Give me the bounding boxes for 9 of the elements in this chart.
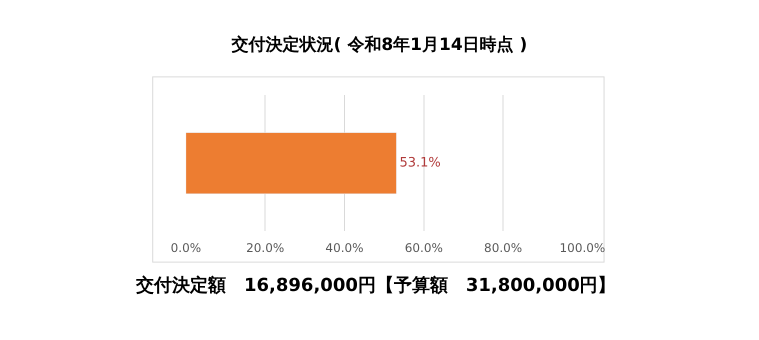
- x-tick-label: 0.0%: [170, 241, 202, 256]
- text: 交付決定額 16,896,000円【予算額 31,800,000円】: [135, 275, 616, 296]
- chart-title: 交付決定状況( 令和8年1月14日時点 ): [230, 35, 528, 56]
- x-tick-label: 40.0%: [325, 241, 364, 256]
- data-label: 53.1%: [399, 156, 441, 171]
- x-tick-label: 20.0%: [246, 241, 284, 256]
- x-tick-label: 100.0%: [560, 241, 606, 256]
- x-tick-label: 60.0%: [404, 241, 443, 256]
- x-tick-label: 80.0%: [484, 241, 522, 256]
